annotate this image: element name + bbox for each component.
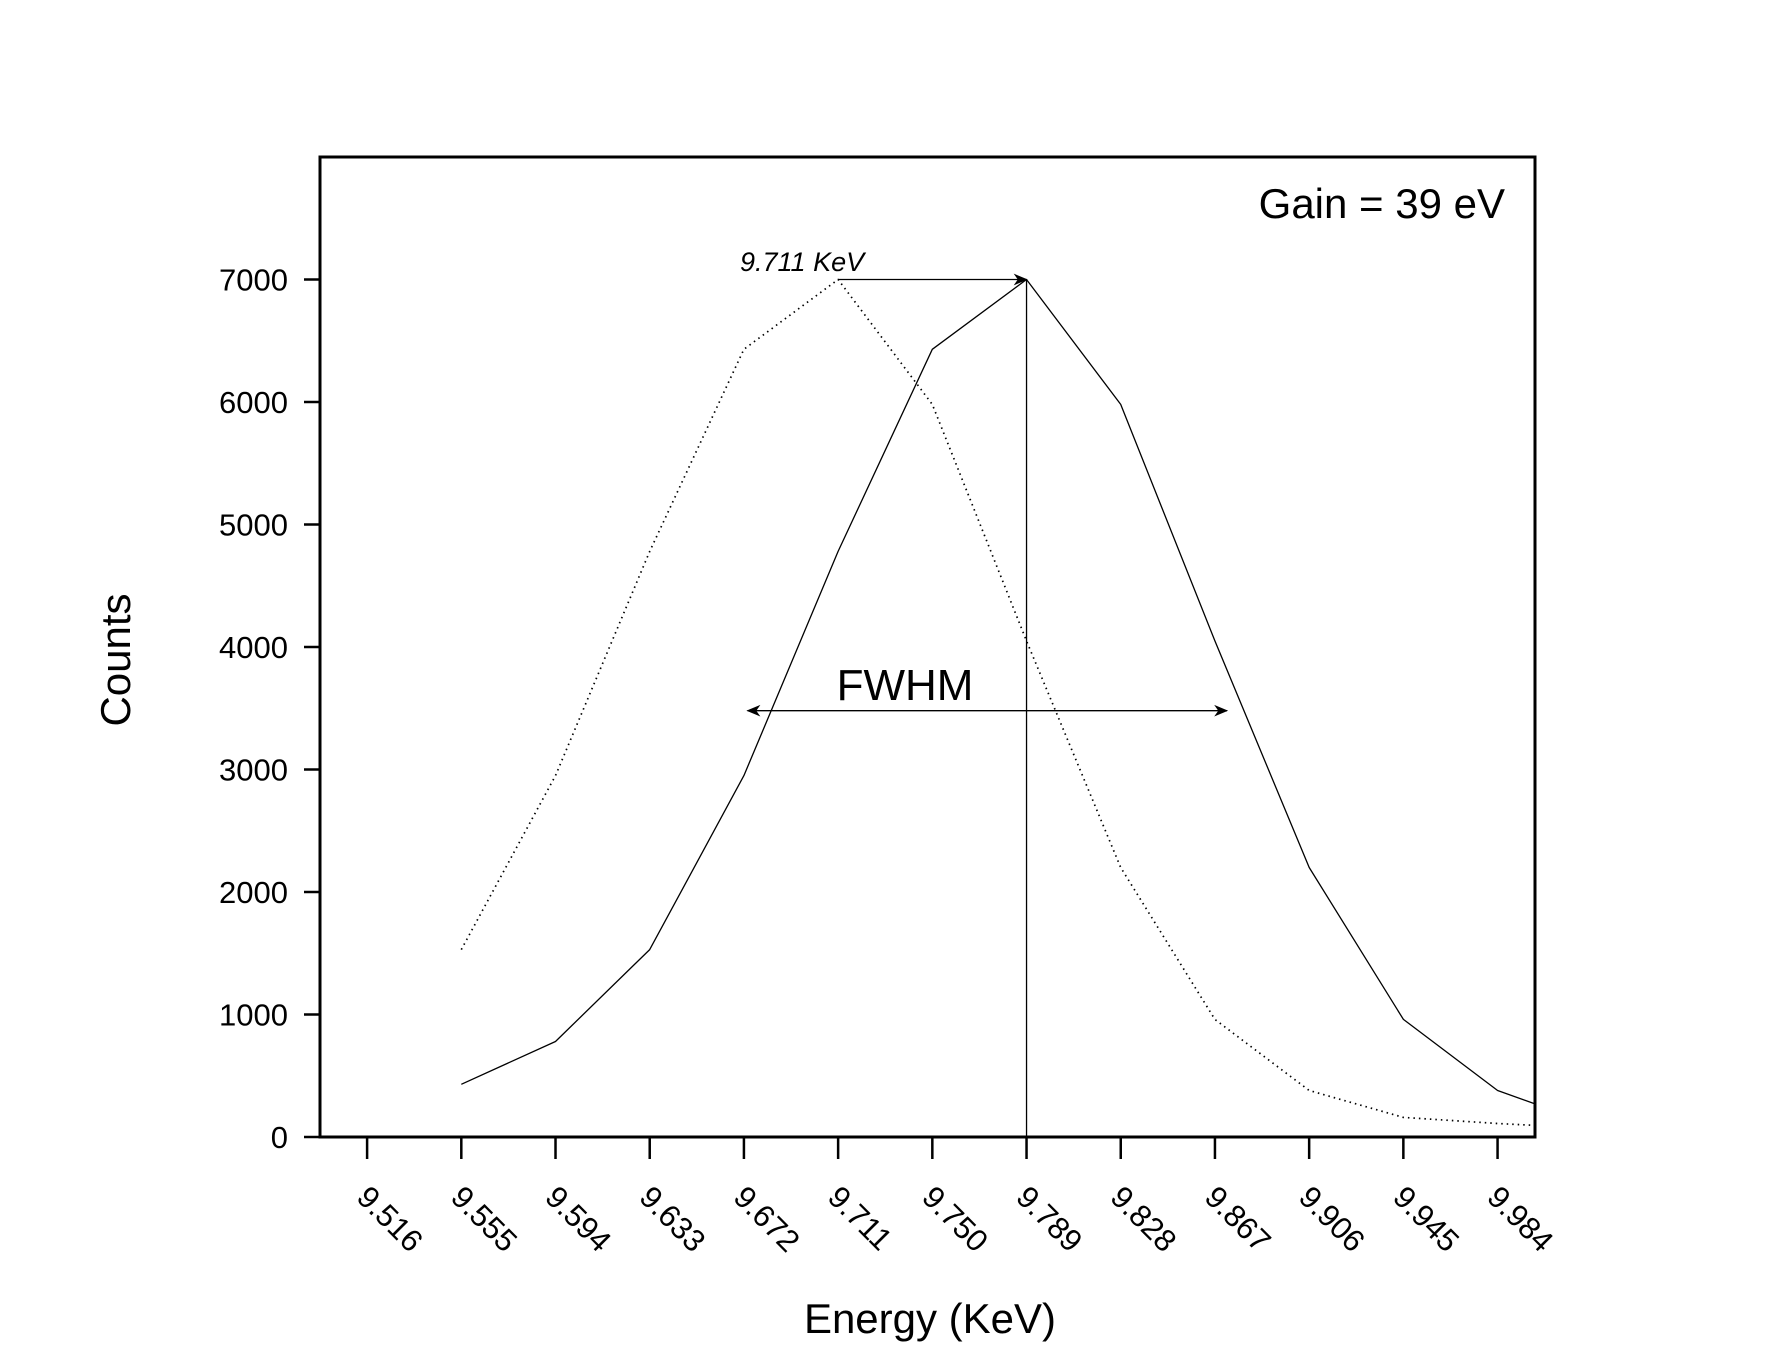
x-tick-label: 9.984: [1481, 1179, 1561, 1259]
fwhm-annotation: FWHM: [837, 661, 974, 710]
y-tick-label: 0: [271, 1120, 288, 1155]
x-tick-label: 9.594: [539, 1179, 619, 1259]
x-tick-label: 9.750: [915, 1179, 995, 1259]
x-tick-label: 9.945: [1386, 1179, 1466, 1259]
series-line-dotted: [460, 278, 1536, 1127]
x-tick-label: 9.633: [633, 1179, 713, 1259]
peak-energy-annotation: 9.711 KeV: [740, 247, 867, 277]
plot-border: [318, 155, 1537, 1139]
chart-annotations: [746, 273, 1229, 1137]
y-tick-label: 2000: [219, 875, 288, 910]
x-tick-label: 9.789: [1010, 1179, 1090, 1259]
x-tick-label: 9.516: [350, 1179, 430, 1259]
x-tick-label: 9.555: [444, 1179, 524, 1259]
y-tick-label: 1000: [219, 998, 288, 1033]
y-tick-label: 7000: [219, 263, 288, 298]
y-axis-title: Counts: [92, 593, 139, 726]
x-tick-label: 9.828: [1104, 1179, 1184, 1259]
x-tick-label: 9.867: [1198, 1179, 1278, 1259]
y-tick-label: 5000: [219, 508, 288, 543]
x-axis-title: Energy (KeV): [804, 1295, 1056, 1342]
y-tick-label: 6000: [219, 385, 288, 420]
x-tick-label: 9.672: [727, 1179, 807, 1259]
x-tick-label: 9.711: [821, 1179, 899, 1257]
y-tick-label: 3000: [219, 753, 288, 788]
y-tick-label: 4000: [219, 630, 288, 665]
chart-marks: [460, 278, 1536, 1127]
x-tick-label: 9.906: [1292, 1179, 1372, 1259]
series-line-solid: [461, 278, 1536, 1105]
plot-frame: [318, 155, 1537, 1139]
gain-annotation: Gain = 39 eV: [1259, 180, 1505, 227]
